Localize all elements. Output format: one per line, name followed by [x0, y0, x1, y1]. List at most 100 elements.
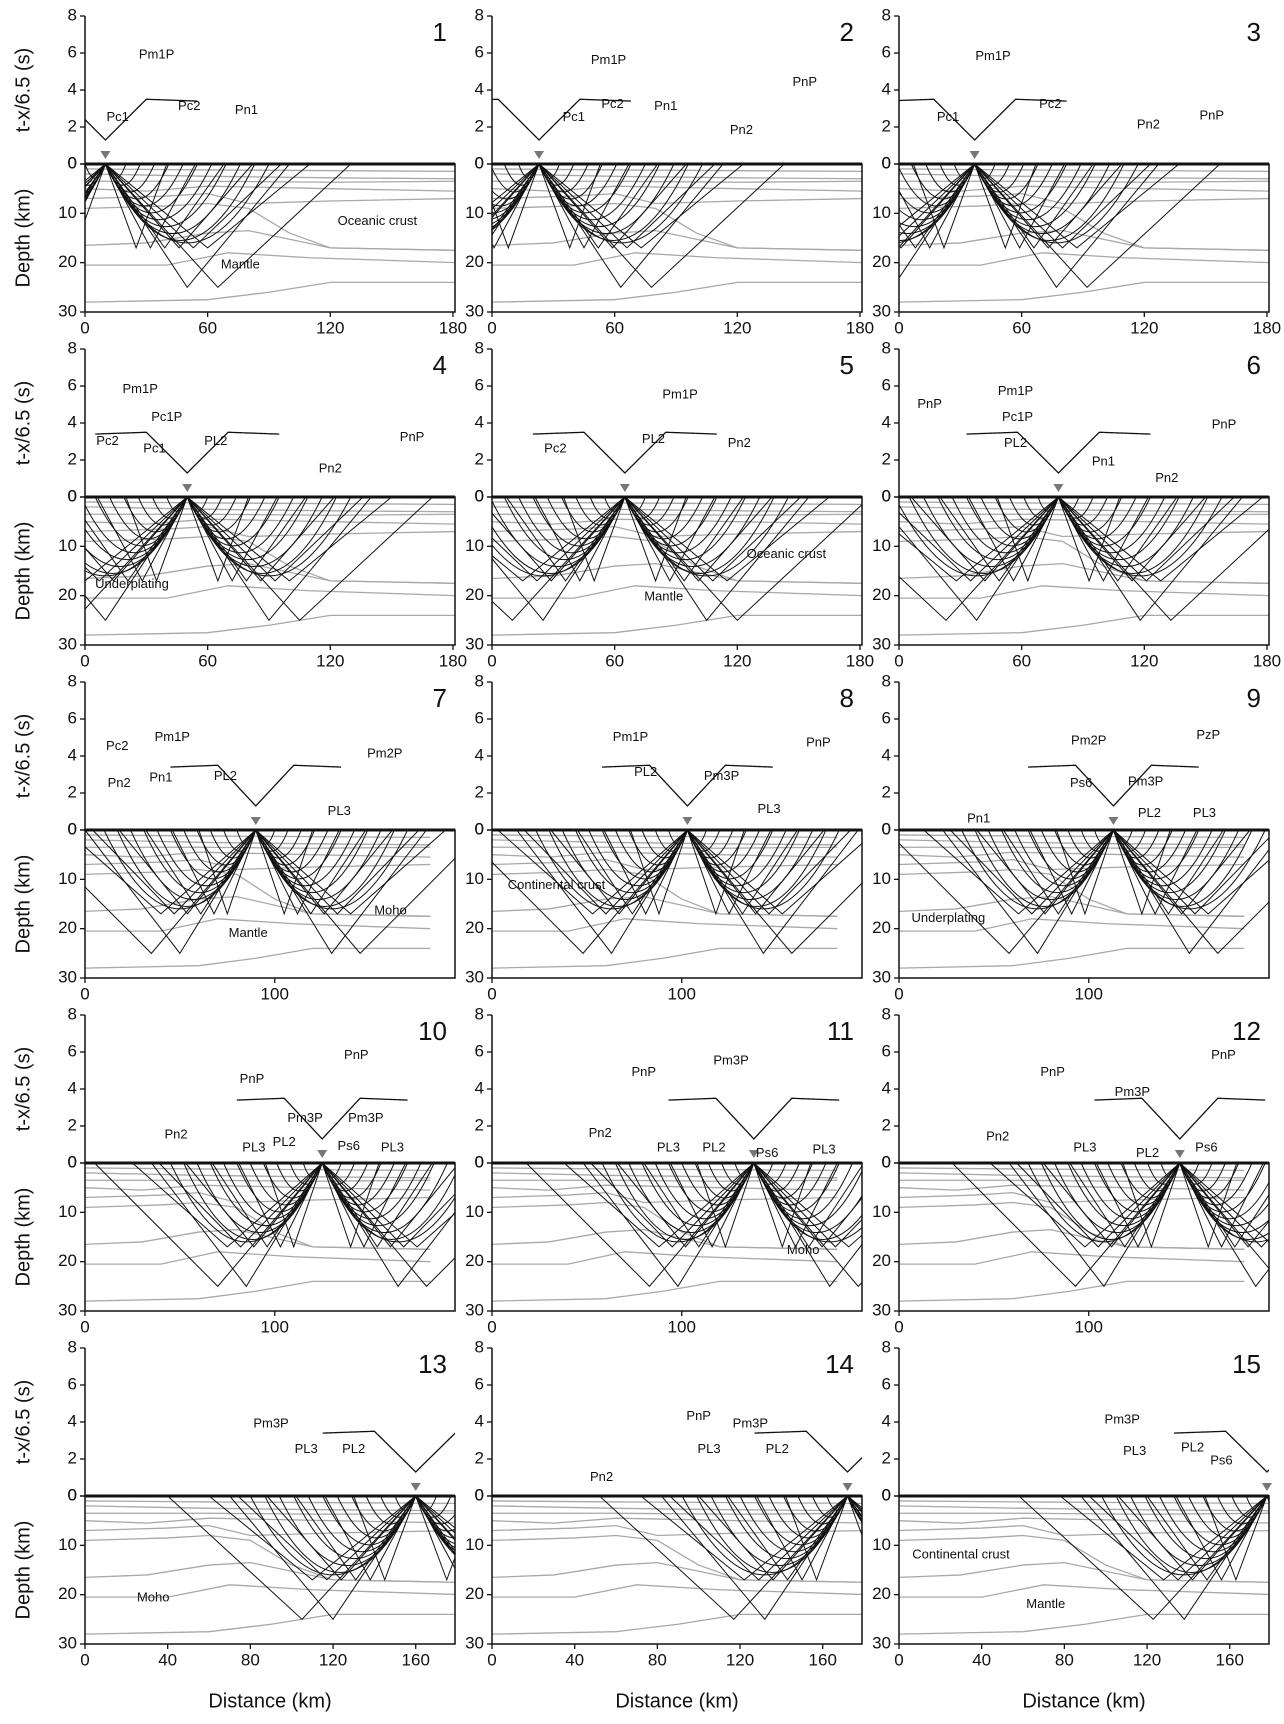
- time-tick-label: 4: [68, 745, 77, 764]
- x-tick-label: 180: [1253, 651, 1281, 670]
- unit-label: Mantle: [221, 257, 260, 272]
- phase-label: PL3: [242, 1140, 265, 1155]
- ray: [187, 497, 336, 573]
- model-interface: [85, 282, 457, 302]
- x-tick-label: 100: [668, 1317, 696, 1336]
- phase-label: Pn1: [967, 810, 990, 825]
- depth-axis-title: Depth (km): [12, 522, 34, 621]
- depth-tick-label: 20: [465, 1251, 484, 1270]
- phase-label: PL3: [381, 1140, 404, 1155]
- depth-tick-label: 30: [58, 301, 77, 320]
- model-interface: [899, 181, 1271, 182]
- shot-marker: [620, 484, 630, 492]
- phase-label: PL3: [1073, 1140, 1096, 1155]
- phase-label: Pm3P: [348, 1110, 383, 1125]
- model-interface: [899, 1281, 1244, 1301]
- model-interface: [492, 1281, 837, 1301]
- x-tick-label: 80: [241, 1650, 260, 1669]
- unit-label: Continental crust: [912, 1547, 1010, 1562]
- unit-label: Moho: [374, 902, 407, 917]
- travel-time-curve: [13, 99, 197, 140]
- depth-tick-label: 0: [68, 153, 77, 172]
- phase-label: Ps6: [1070, 775, 1092, 790]
- depth-section: [28, 830, 483, 968]
- depth-tick-label: 30: [872, 1633, 891, 1652]
- ray: [184, 1163, 323, 1239]
- phase-label: Pn2: [108, 775, 131, 790]
- time-axis-title: t-x/6.5 (s): [12, 48, 34, 132]
- model-interface: [899, 253, 1271, 265]
- model-interface: [85, 169, 457, 171]
- model-interface: [492, 948, 837, 968]
- depth-tick-label: 20: [872, 1251, 891, 1270]
- depth-tick-label: 20: [58, 918, 77, 937]
- x-tick-label: 60: [605, 651, 624, 670]
- depth-tick-label: 10: [58, 536, 77, 555]
- depth-tick-label: 30: [58, 967, 77, 986]
- depth-tick-label: 10: [872, 1535, 891, 1554]
- model-interface: [899, 564, 1271, 584]
- panel-number: 9: [1247, 683, 1261, 713]
- phase-label: Pm2P: [1071, 733, 1106, 748]
- time-tick-label: 6: [475, 1374, 484, 1393]
- depth-section: [899, 1496, 1284, 1634]
- travel-time-curve: [1028, 765, 1199, 806]
- depth-tick-label: 0: [68, 1485, 77, 1504]
- model-interface: [899, 852, 1244, 857]
- time-tick-label: 2: [475, 116, 484, 135]
- time-tick-label: 2: [882, 116, 891, 135]
- time-tick-label: 6: [475, 375, 484, 394]
- model-interface: [492, 282, 864, 302]
- model-interface: [492, 1614, 868, 1634]
- phase-label: Pn2: [319, 461, 342, 476]
- time-tick-label: 6: [882, 375, 891, 394]
- depth-section: [813, 497, 1284, 635]
- time-tick-label: 4: [475, 79, 484, 98]
- phase-label: Pm3P: [713, 1053, 748, 1068]
- model-interface: [899, 847, 1244, 848]
- phase-label: PL2: [634, 764, 657, 779]
- depth-tick-label: 10: [872, 536, 891, 555]
- shot-marker: [251, 817, 261, 825]
- phase-label: PnP: [806, 734, 831, 749]
- time-tick-label: 6: [882, 1374, 891, 1393]
- depth-tick-label: 10: [58, 1202, 77, 1221]
- depth-frame: [85, 164, 455, 312]
- model-interface: [899, 1506, 1275, 1511]
- model-interface: [85, 852, 430, 857]
- travel-time-curve: [966, 432, 1150, 473]
- unit-label: Underplating: [95, 576, 169, 591]
- x-tick-label: 180: [846, 318, 874, 337]
- time-tick-label: 2: [68, 782, 77, 801]
- time-tick-label: 8: [475, 1337, 484, 1356]
- ray: [848, 1496, 968, 1580]
- model-interface: [492, 1173, 837, 1178]
- depth-tick-label: 20: [58, 1251, 77, 1270]
- phase-label: PnP: [632, 1064, 657, 1079]
- depth-tick-label: 20: [465, 252, 484, 271]
- phase-label: Pc2: [96, 433, 118, 448]
- depth-section: [294, 164, 864, 302]
- depth-tick-label: 10: [465, 536, 484, 555]
- phase-label: Pc2: [178, 98, 200, 113]
- depth-section: [85, 1496, 664, 1634]
- phase-label: Pc2: [601, 96, 623, 111]
- model-interface: [85, 181, 457, 182]
- depth-tick-label: 30: [465, 634, 484, 653]
- x-tick-label: 0: [487, 1650, 496, 1669]
- time-tick-label: 4: [882, 745, 891, 764]
- model-interface: [492, 1563, 868, 1583]
- x-tick-label: 120: [726, 1650, 754, 1669]
- time-tick-label: 4: [475, 745, 484, 764]
- model-interface: [85, 1281, 430, 1301]
- depth-tick-label: 0: [68, 819, 77, 838]
- time-tick-label: 6: [475, 708, 484, 727]
- time-tick-label: 8: [68, 338, 77, 357]
- time-tick-label: 8: [882, 338, 891, 357]
- depth-axis-title: Depth (km): [12, 1521, 34, 1620]
- time-tick-label: 8: [68, 5, 77, 24]
- unit-label: Mantle: [644, 589, 683, 604]
- phase-label: PL3: [1193, 805, 1216, 820]
- model-interface: [85, 1185, 430, 1190]
- x-tick-label: 40: [565, 1650, 584, 1669]
